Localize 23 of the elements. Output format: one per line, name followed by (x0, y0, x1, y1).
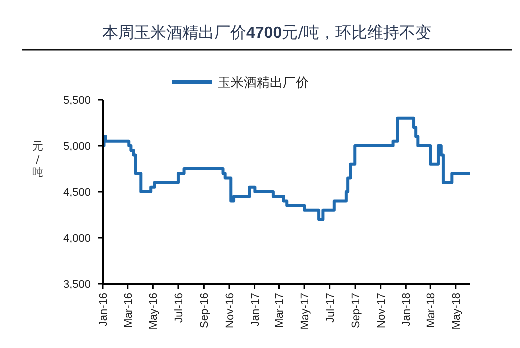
chart-title: 本周玉米酒精出厂价4700元/吨，环比维持不变 (102, 23, 432, 42)
x-tick-label: May-16 (148, 293, 160, 330)
x-tick-label: Jan-17 (250, 293, 262, 327)
x-tick-label: Mar-18 (426, 293, 438, 328)
x-tick-label: May-18 (450, 293, 463, 330)
x-tick-label: Jul-17 (324, 293, 337, 323)
x-tick-label: Mar-16 (122, 293, 135, 328)
x-tick-label: Nov-16 (224, 293, 236, 328)
y-tick-label: 3,500 (63, 279, 91, 291)
x-tick-label: Jan-18 (401, 293, 414, 327)
y-axis-title: 元/吨 (32, 140, 44, 179)
y-tick-label: 4,000 (63, 233, 91, 245)
x-tick-label: Nov-17 (376, 293, 388, 328)
y-tick-label: 4,500 (63, 187, 91, 199)
y-tick-label: 5,000 (63, 141, 91, 153)
x-tick-label: Jan-16 (98, 293, 110, 327)
x-tick-label: Jul-16 (173, 293, 186, 323)
legend-label: 玉米酒精出厂价 (218, 76, 309, 91)
x-tick-label: Mar-17 (274, 293, 286, 328)
x-tick-label: May-17 (300, 293, 312, 330)
y-tick-label: 5,500 (63, 95, 91, 107)
x-tick-label: Sep-16 (199, 293, 212, 328)
x-tick-label: Sep-17 (350, 293, 363, 328)
